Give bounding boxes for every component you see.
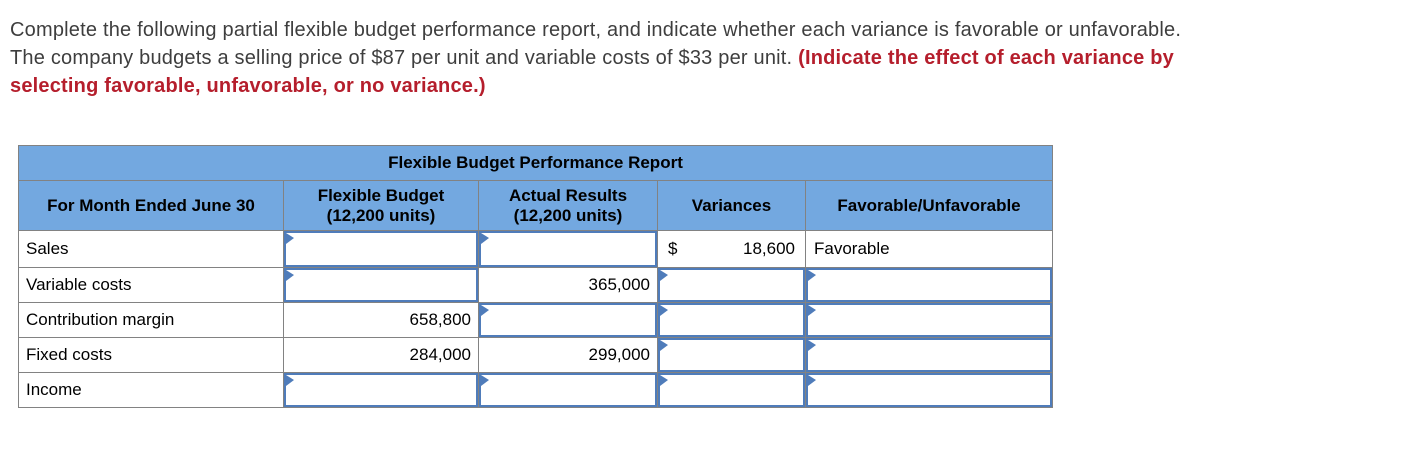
table-row-contribution-margin: Contribution margin 658,800 <box>18 302 1053 338</box>
table-title-row: Flexible Budget Performance Report <box>18 145 1053 181</box>
row-label-fixed-costs: Fixed costs <box>18 337 284 373</box>
sales-variance-value: $ 18,600 <box>657 230 806 268</box>
fixed-costs-flexible-value: 284,000 <box>283 337 479 373</box>
cell-marker-icon <box>481 233 489 244</box>
sales-favorable-label: Favorable <box>805 230 1053 268</box>
cell-marker-icon <box>808 270 816 281</box>
cell-marker-icon <box>481 375 489 386</box>
income-variance-input[interactable] <box>658 373 805 407</box>
fixed-costs-actual-value: 299,000 <box>478 337 658 373</box>
contribution-margin-flexible-value: 658,800 <box>283 302 479 338</box>
fixed-costs-variance-input[interactable] <box>658 338 805 372</box>
cell-marker-icon <box>286 233 294 244</box>
table-header-row: For Month Ended June 30 Flexible Budget … <box>18 180 1053 231</box>
contribution-margin-variance-input[interactable] <box>658 303 805 337</box>
variable-costs-actual-value: 365,000 <box>478 267 658 303</box>
cell-marker-icon <box>660 375 668 386</box>
cell-marker-icon <box>808 375 816 386</box>
column-header-actual-results: Actual Results (12,200 units) <box>478 180 658 231</box>
column-header-favorable-unfavorable: Favorable/Unfavorable <box>805 180 1053 231</box>
fixed-costs-favorable-dropdown[interactable] <box>806 338 1052 372</box>
table-row-fixed-costs: Fixed costs 284,000 299,000 <box>18 337 1053 373</box>
income-actual-results-input[interactable] <box>479 373 657 407</box>
cell-marker-icon <box>660 305 668 316</box>
contribution-margin-favorable-dropdown[interactable] <box>806 303 1052 337</box>
cell-marker-icon <box>660 270 668 281</box>
currency-symbol: $ <box>668 239 678 258</box>
instruction-emphasis-start: (Indicate the effect of each variance by <box>798 47 1174 69</box>
sales-actual-results-input[interactable] <box>479 231 657 267</box>
instruction-emphasis-end: selecting favorable, unfavorable, or no … <box>10 75 486 97</box>
column-header-variances: Variances <box>657 180 806 231</box>
variable-costs-flexible-budget-input[interactable] <box>284 268 478 302</box>
cell-marker-icon <box>660 340 668 351</box>
cell-marker-icon <box>286 270 294 281</box>
instruction-line-1: Complete the following partial flexible … <box>10 19 1182 41</box>
contribution-margin-actual-results-input[interactable] <box>479 303 657 337</box>
problem-instructions: Complete the following partial flexible … <box>10 16 1402 100</box>
row-label-variable-costs: Variable costs <box>18 267 284 303</box>
income-favorable-dropdown[interactable] <box>806 373 1052 407</box>
cell-marker-icon <box>808 305 816 316</box>
cell-marker-icon <box>286 375 294 386</box>
variable-costs-variance-input[interactable] <box>658 268 805 302</box>
variable-costs-favorable-dropdown[interactable] <box>806 268 1052 302</box>
variance-amount: 18,600 <box>743 239 795 258</box>
table-row-income: Income <box>18 372 1053 408</box>
sales-flexible-budget-input[interactable] <box>284 231 478 267</box>
column-header-flexible-budget: Flexible Budget (12,200 units) <box>283 180 479 231</box>
flexible-budget-performance-table: Flexible Budget Performance Report For M… <box>18 145 1053 408</box>
table-row-variable-costs: Variable costs 365,000 <box>18 267 1053 303</box>
cell-marker-icon <box>481 305 489 316</box>
row-label-sales: Sales <box>18 230 284 268</box>
cell-marker-icon <box>808 340 816 351</box>
row-label-income: Income <box>18 372 284 408</box>
column-header-period: For Month Ended June 30 <box>18 180 284 231</box>
instruction-line-2: The company budgets a selling price of $… <box>10 47 799 69</box>
income-flexible-budget-input[interactable] <box>284 373 478 407</box>
row-label-contribution-margin: Contribution margin <box>18 302 284 338</box>
table-title: Flexible Budget Performance Report <box>18 145 1053 181</box>
table-row-sales: Sales $ 18,600 Favorable <box>18 230 1053 268</box>
